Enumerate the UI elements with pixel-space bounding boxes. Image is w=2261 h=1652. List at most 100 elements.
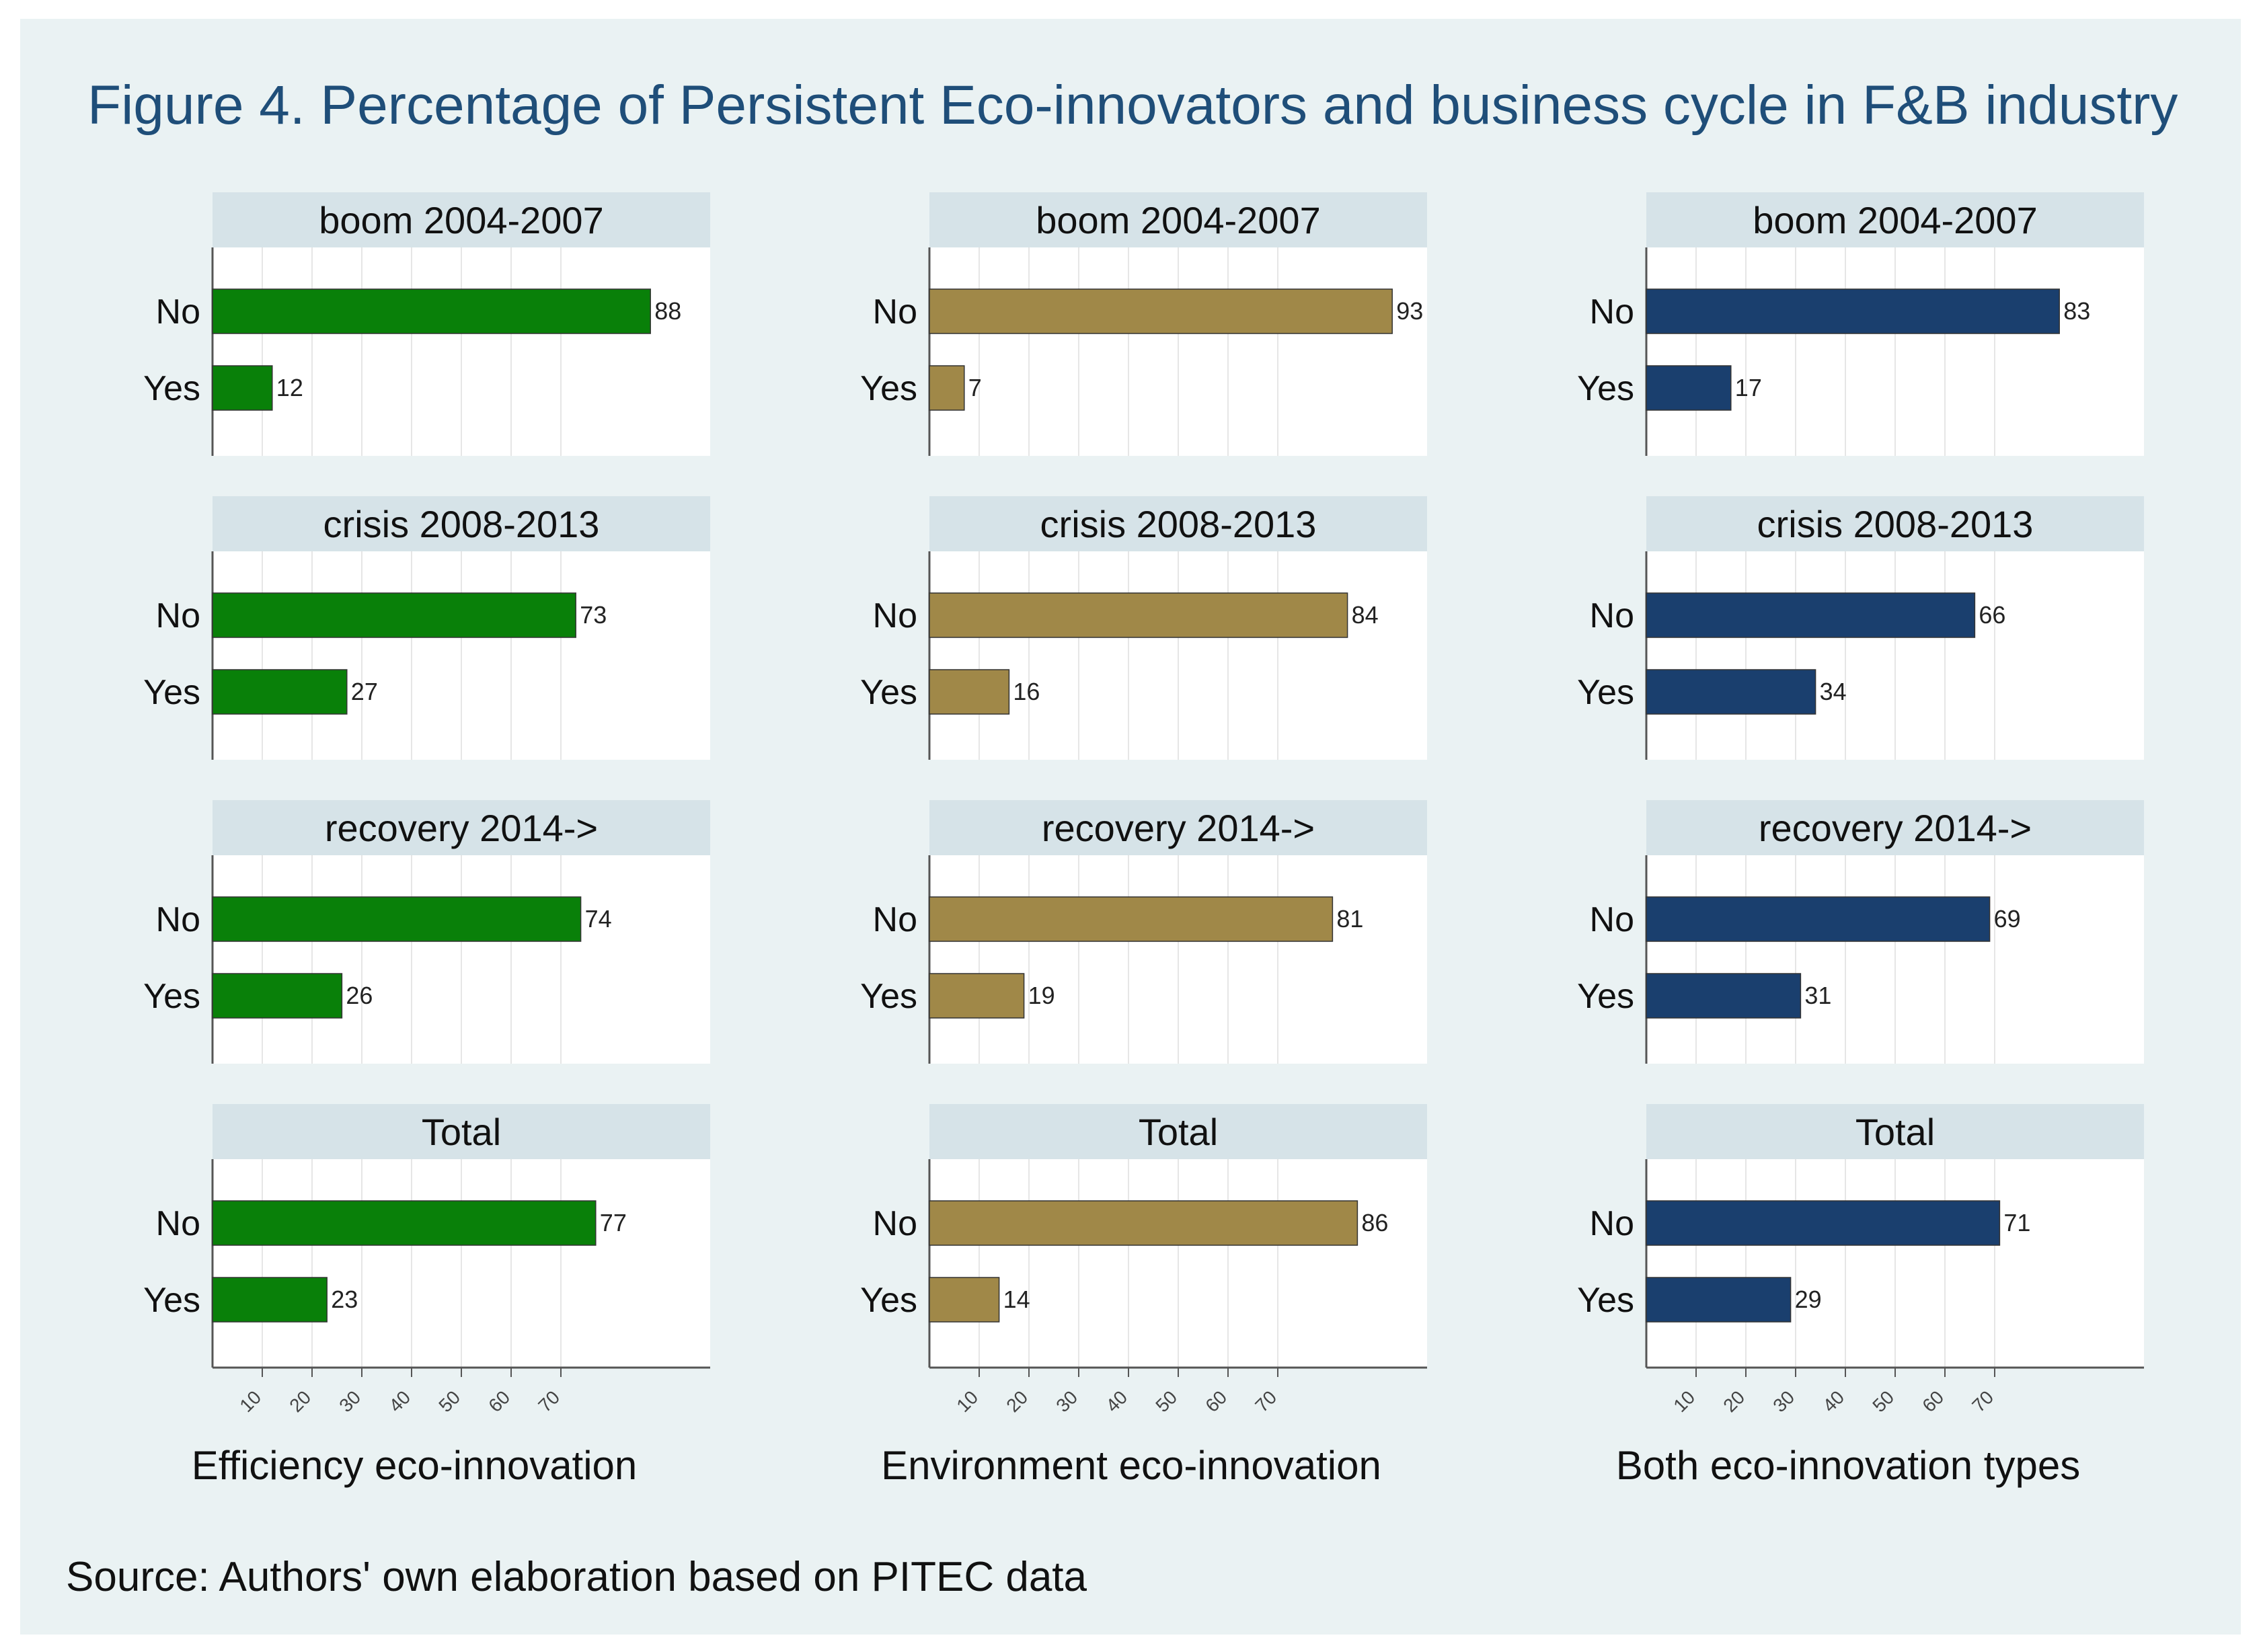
figure-title: Figure 4. Percentage of Persistent Eco-i…	[87, 75, 2178, 136]
panel-strip	[929, 1104, 1427, 1159]
x-tick-label: 50	[1868, 1386, 1898, 1416]
panel-strip	[929, 800, 1427, 855]
x-tick-label: 30	[1052, 1386, 1081, 1416]
value-label: 84	[1352, 601, 1379, 629]
panel-both-eco-innovation-types-crisis-2008-2013: crisis 2008-2013 No 66 Yes 34	[1577, 496, 2144, 760]
panel-efficiency-eco-innovation-boom-2004-2007: boom 2004-2007 No 88 Yes 12	[143, 192, 710, 456]
panel-strip-label: boom 2004-2007	[319, 199, 603, 241]
category-label: No	[156, 900, 200, 939]
panel-strip	[1646, 192, 2144, 247]
x-tick-label: 40	[385, 1386, 414, 1416]
panel-strip-label: Total	[422, 1111, 501, 1153]
chart-grid: boom 2004-2007 No 88 Yes 12 crisis 2008-2013 N…	[143, 192, 2144, 1488]
bar-yes	[1646, 669, 1816, 715]
category-label: No	[873, 292, 917, 331]
panel-both-eco-innovation-types-recovery-2014: recovery 2014-> No 69 Yes 31	[1577, 800, 2144, 1064]
category-label: No	[1590, 596, 1634, 635]
x-tick-label: 50	[1151, 1386, 1181, 1416]
panel-strip-label: Total	[1855, 1111, 1935, 1153]
value-label: 83	[2063, 297, 2090, 325]
value-label: 74	[585, 905, 612, 933]
panel-strip-label: boom 2004-2007	[1753, 199, 2037, 241]
bar-yes	[929, 973, 1025, 1019]
panel-strip-label: Total	[1139, 1111, 1218, 1153]
bar-yes	[1646, 1277, 1792, 1323]
panel-strip	[1646, 496, 2144, 551]
x-tick-label: 70	[534, 1386, 564, 1416]
value-label: 12	[276, 374, 303, 401]
category-label: No	[873, 1204, 917, 1243]
panel-environment-eco-innovation-recovery-2014: recovery 2014-> No 81 Yes 19	[860, 800, 1427, 1064]
panel-strip-label: recovery 2014->	[325, 807, 598, 849]
category-label: Yes	[1577, 977, 1634, 1016]
category-label: Yes	[1577, 673, 1634, 712]
bar-no	[1646, 1200, 2001, 1246]
value-label: 77	[600, 1209, 627, 1236]
category-label: No	[156, 292, 200, 331]
bar-no	[212, 1200, 597, 1246]
panel-strip	[1646, 1104, 2144, 1159]
x-axis-title: Both eco-innovation types	[1616, 1443, 2080, 1488]
x-tick-label: 60	[1201, 1386, 1231, 1416]
value-label: 88	[654, 297, 681, 325]
bar-no	[1646, 288, 2060, 334]
panel-strip	[213, 496, 710, 551]
x-axis-title: Efficiency eco-innovation	[192, 1443, 638, 1488]
category-label: No	[156, 1204, 200, 1243]
value-label: 93	[1396, 297, 1423, 325]
category-label: No	[1590, 1204, 1634, 1243]
panel-environment-eco-innovation-total: Total No 86 Yes 14 10 20 30 40 50 60 70 Environment …	[860, 1104, 1427, 1488]
panel-strip	[213, 800, 710, 855]
category-label: No	[156, 596, 200, 635]
bar-yes	[1646, 365, 1732, 411]
value-label: 26	[346, 982, 373, 1009]
bar-yes	[212, 365, 273, 411]
bar-no	[1646, 592, 1976, 638]
panel-efficiency-eco-innovation-recovery-2014: recovery 2014-> No 74 Yes 26	[143, 800, 710, 1064]
panel-strip-label: boom 2004-2007	[1036, 199, 1320, 241]
x-tick-label: 30	[335, 1386, 365, 1416]
panel-strip-label: crisis 2008-2013	[323, 503, 600, 545]
value-label: 19	[1028, 982, 1055, 1009]
x-tick-label: 20	[285, 1386, 315, 1416]
panel-strip	[929, 192, 1427, 247]
value-label: 16	[1013, 678, 1040, 705]
x-tick-label: 10	[1669, 1386, 1699, 1416]
x-tick-label: 20	[1719, 1386, 1749, 1416]
category-label: Yes	[143, 673, 200, 712]
bar-no	[212, 592, 576, 638]
panel-strip-label: recovery 2014->	[1759, 807, 2032, 849]
value-label: 7	[968, 374, 982, 401]
panel-environment-eco-innovation-boom-2004-2007: boom 2004-2007 No 93 Yes 7	[860, 192, 1427, 456]
value-label: 29	[1795, 1286, 1822, 1313]
panel-strip	[1646, 800, 2144, 855]
value-label: 34	[1820, 678, 1847, 705]
category-label: Yes	[1577, 369, 1634, 408]
bar-yes	[1646, 973, 1802, 1019]
category-label: Yes	[860, 1281, 917, 1320]
bar-no	[1646, 896, 1991, 942]
bar-no	[212, 288, 651, 334]
x-tick-label: 60	[484, 1386, 514, 1416]
category-label: No	[1590, 900, 1634, 939]
panel-strip-label: crisis 2008-2013	[1040, 503, 1317, 545]
x-tick-label: 70	[1251, 1386, 1280, 1416]
value-label: 73	[580, 601, 607, 629]
category-label: Yes	[860, 673, 917, 712]
bar-no	[929, 592, 1348, 638]
category-label: Yes	[1577, 1281, 1634, 1320]
source-note: Source: Authors' own elaboration based o…	[66, 1554, 1087, 1600]
value-label: 31	[1804, 982, 1831, 1009]
value-label: 71	[2003, 1209, 2030, 1236]
category-label: Yes	[860, 369, 917, 408]
x-tick-label: 30	[1769, 1386, 1798, 1416]
x-tick-label: 40	[1818, 1386, 1848, 1416]
value-label: 81	[1336, 905, 1363, 933]
panel-strip	[213, 1104, 710, 1159]
panel-efficiency-eco-innovation-total: Total No 77 Yes 23 10 20 30 40 50 60 70 Efficiency e…	[143, 1104, 710, 1488]
value-label: 86	[1361, 1209, 1388, 1236]
x-tick-label: 10	[235, 1386, 265, 1416]
panel-both-eco-innovation-types-total: Total No 71 Yes 29 10 20 30 40 50 60 70 Both eco-inn…	[1577, 1104, 2144, 1488]
figure: Figure 4. Percentage of Persistent Eco-i…	[20, 19, 2241, 1635]
x-axis-title: Environment eco-innovation	[881, 1443, 1381, 1488]
